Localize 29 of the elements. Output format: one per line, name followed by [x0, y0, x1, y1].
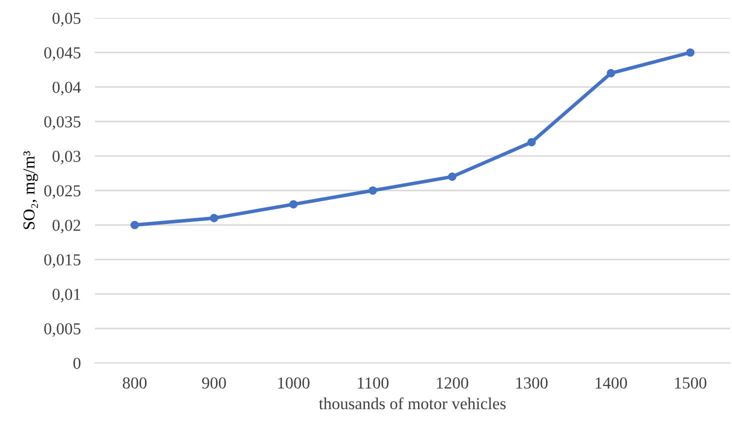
point: [527, 138, 536, 146]
point: [368, 186, 377, 195]
point: [210, 214, 218, 222]
y-tick-label: 0,02: [52, 220, 80, 234]
point: [289, 200, 298, 208]
x-tick-label: 1300: [516, 377, 548, 389]
point: [448, 172, 456, 181]
x-axis-title: thousands of motor vehicles: [318, 397, 506, 410]
point: [606, 69, 616, 78]
y-tick-label: 0,03: [52, 150, 80, 164]
x-tick-label: 1100: [358, 377, 389, 389]
y-tick-label: 0,005: [44, 323, 80, 337]
y-tick-label: 0,025: [44, 185, 80, 199]
y-tick-label: 0,035: [44, 116, 80, 130]
y-tick-label: 0,04: [52, 82, 81, 96]
y-tick-label: 0,015: [44, 254, 80, 268]
x-tick-label: 1400: [596, 377, 627, 389]
y-tick-label: 0,045: [44, 47, 80, 61]
y-tick-label: 0,05: [52, 12, 80, 26]
x-tick-label: 800: [122, 377, 147, 389]
y-axis-title: SO₂, mg/m³: [23, 151, 38, 230]
y-tick-label: 0,01: [52, 288, 80, 302]
x-tick-label: 900: [202, 377, 226, 389]
x-tick-label: 1500: [675, 377, 706, 389]
point: [130, 220, 139, 230]
y-tick-label: 0: [73, 358, 80, 369]
point: [686, 48, 694, 57]
x-tick-label: 1000: [278, 377, 310, 389]
x-tick-label: 1200: [436, 377, 468, 389]
